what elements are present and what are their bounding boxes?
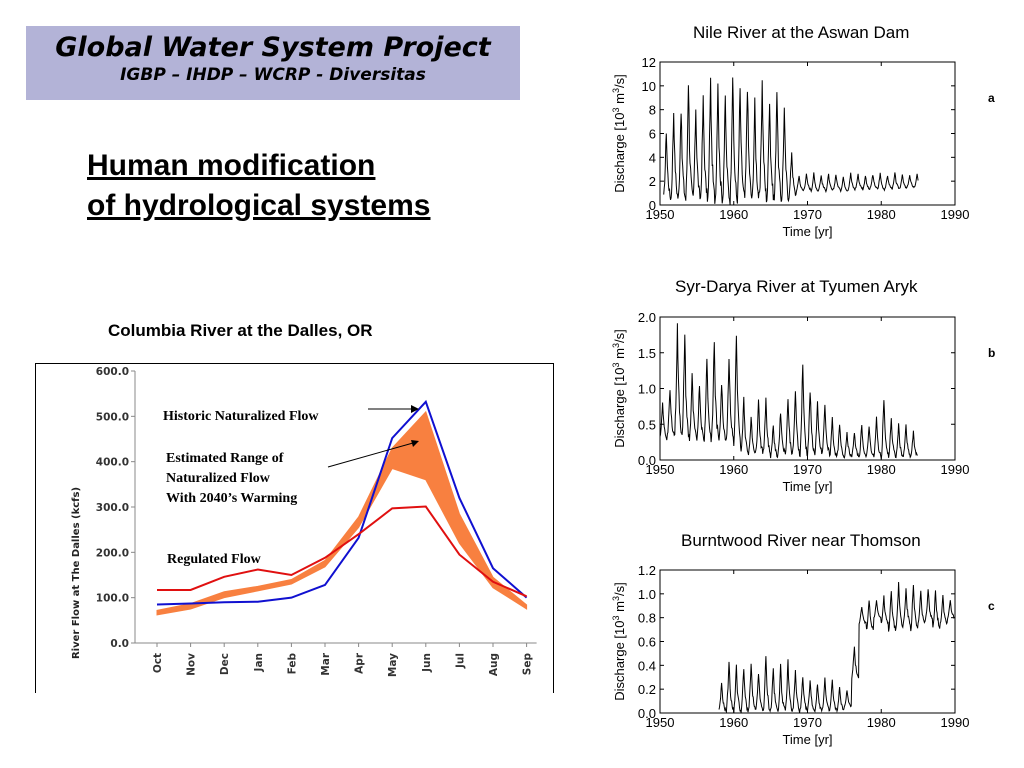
syrdarya-chart-title: Syr-Darya River at Tyumen Aryk xyxy=(675,277,918,296)
columbia-y-tick-label: 600.0 xyxy=(96,366,129,378)
y-tick-label: 12 xyxy=(642,55,656,70)
annotation-historic: Historic Naturalized Flow xyxy=(163,409,319,424)
discharge-series-line xyxy=(718,581,955,714)
plot-area-bg xyxy=(135,370,547,693)
x-tick-label: 1950 xyxy=(646,462,675,477)
columbia-y-tick-label: 400.0 xyxy=(96,457,129,469)
discharge-series-line xyxy=(659,323,918,459)
y-tick-label: 1.2 xyxy=(638,563,656,578)
slide-title: Human modification of hydrological syste… xyxy=(87,146,430,226)
y-tick-label: 2 xyxy=(649,174,656,189)
y-tick-label: 0.6 xyxy=(638,635,656,650)
columbia-y-tick-label: 500.0 xyxy=(96,411,129,423)
annotation-range-3: With 2040’s Warming xyxy=(166,491,297,506)
y-tick-label: 6 xyxy=(649,127,656,142)
x-tick-label: 1950 xyxy=(646,207,675,222)
nile-chart: 1950 1960 1970 1980 1990 0 2 4 6 8 10 12 Time [yr] Di… xyxy=(611,55,995,239)
x-tick-label: 1970 xyxy=(793,207,822,222)
x-tick-label: 1990 xyxy=(941,462,970,477)
x-tick-label: 1990 xyxy=(941,715,970,730)
columbia-y-axis-label: River Flow at The Dalles (kcfs) xyxy=(71,487,82,659)
y-tick-label: 0.0 xyxy=(638,706,656,721)
y-tick-label: 1.0 xyxy=(638,587,656,602)
y-tick-label: 0 xyxy=(649,198,656,213)
columbia-x-tick-label: Feb xyxy=(286,653,298,675)
columbia-y-tick-label: 200.0 xyxy=(96,547,129,559)
columbia-x-tick-label: Jul xyxy=(454,653,466,669)
columbia-chart-title: Columbia River at the Dalles, OR xyxy=(108,321,373,340)
annotation-regulated: Regulated Flow xyxy=(167,552,262,567)
x-tick-label: 1960 xyxy=(719,462,748,477)
arrow-range xyxy=(327,442,414,468)
y-axis-label: Discharge [103 m3/s] xyxy=(611,329,627,447)
columbia-x-tick-label: Mar xyxy=(320,652,332,676)
nile-chart-title: Nile River at the Aswan Dam xyxy=(693,23,910,42)
y-tick-label: 10 xyxy=(642,79,656,94)
annotation-range-1: Estimated Range of xyxy=(166,451,284,466)
x-tick-label: 1970 xyxy=(793,462,822,477)
y-tick-label: 0.4 xyxy=(638,658,656,673)
panel-label: c xyxy=(988,599,995,613)
y-tick-label: 1.5 xyxy=(638,346,656,361)
y-tick-label: 0.8 xyxy=(638,611,656,626)
columbia-chart: River Flow at The Dalles (kcfs) 0.0 100.0… xyxy=(35,363,554,693)
y-tick-label: 1.0 xyxy=(638,382,656,397)
header-banner: Global Water System Project IGBP – IHDP … xyxy=(26,26,520,100)
panel-label: b xyxy=(988,346,995,360)
slide-title-line2: of hydrological systems xyxy=(87,189,431,222)
columbia-y-tick-label: 0.0 xyxy=(110,638,129,650)
arrowhead-range xyxy=(411,440,419,447)
panel-label: a xyxy=(988,91,995,105)
columbia-x-tick-label: Dec xyxy=(219,653,231,675)
columbia-x-tick-label: May xyxy=(387,653,399,677)
x-axis-label: Time [yr] xyxy=(782,732,832,747)
columbia-x-tick-label: Apr xyxy=(354,652,366,674)
columbia-warming-range-band xyxy=(156,410,528,616)
x-tick-label: 1970 xyxy=(793,715,822,730)
plot-frame xyxy=(659,569,956,714)
burntwood-chart-title: Burntwood River near Thomson xyxy=(681,531,921,550)
columbia-x-tick-label: Aug xyxy=(488,653,500,676)
x-axis-label: Time [yr] xyxy=(782,224,832,239)
x-tick-label: 1960 xyxy=(719,207,748,222)
columbia-series-historic-naturalized-flow xyxy=(156,399,528,606)
y-tick-label: 0.2 xyxy=(638,682,656,697)
y-axis-label: Discharge [103 m3/s] xyxy=(611,74,627,192)
columbia-x-tick-label: Sep xyxy=(522,653,534,676)
burntwood-chart: 1950 1960 1970 1980 1990 0.0 0.2 0.4 0.6 0.8 1.0 1.… xyxy=(611,563,995,747)
x-tick-label: 1980 xyxy=(867,207,896,222)
x-tick-label: 1950 xyxy=(646,715,675,730)
syrdarya-chart: 1950 1960 1970 1980 1990 0.0 0.5 1.0 1.5 2.0 Time … xyxy=(611,310,995,494)
y-axis-label: Discharge [103 m3/s] xyxy=(611,582,627,700)
slide-title-line1: Human modification xyxy=(87,149,376,182)
columbia-x-tick-label: Nov xyxy=(186,653,198,676)
x-tick-label: 1990 xyxy=(941,207,970,222)
discharge-series-line xyxy=(663,77,919,206)
y-tick-label: 2.0 xyxy=(638,310,656,325)
columbia-x-tick-label: Jan xyxy=(253,653,265,672)
header-title: Global Water System Project xyxy=(55,32,491,63)
columbia-x-tick-label: Oct xyxy=(152,653,164,673)
columbia-y-tick-label: 100.0 xyxy=(96,593,129,605)
x-tick-label: 1960 xyxy=(719,715,748,730)
header-subtitle: IGBP – IHDP – WCRP - Diversitas xyxy=(120,65,426,85)
x-tick-label: 1980 xyxy=(867,715,896,730)
columbia-series-regulated-flow xyxy=(157,505,527,598)
y-tick-label: 0.0 xyxy=(638,453,656,468)
annotation-range-2: Naturalized Flow xyxy=(166,471,271,486)
arrowhead-historic xyxy=(411,405,419,413)
y-tick-label: 4 xyxy=(649,150,656,165)
x-tick-label: 1980 xyxy=(867,462,896,477)
columbia-y-tick-label: 300.0 xyxy=(96,502,129,514)
y-tick-label: 0.5 xyxy=(638,417,656,432)
x-axis-label: Time [yr] xyxy=(782,479,832,494)
y-tick-label: 8 xyxy=(649,103,656,118)
columbia-x-tick-label: Jun xyxy=(421,653,433,673)
